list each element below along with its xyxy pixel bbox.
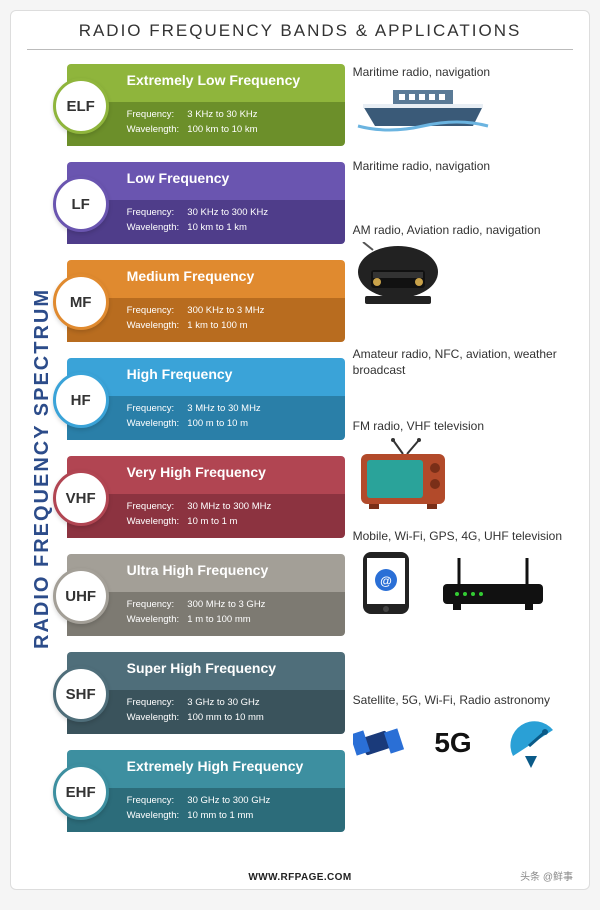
band-wave: 1 m to 100 mm xyxy=(187,614,250,625)
band-circle: SHF xyxy=(53,666,109,722)
application-text: AM radio, Aviation radio, navigation xyxy=(353,222,577,238)
applications-column: Maritime radio, navigation Maritime radi… xyxy=(345,58,581,878)
band-hf: HF High Frequency Frequency: 3 MHz to 30… xyxy=(67,358,345,440)
application-ehf: Satellite, 5G, Wi-Fi, Radio astronomy 5G xyxy=(353,692,577,792)
band-mf: MF Medium Frequency Frequency: 300 KHz t… xyxy=(67,260,345,342)
band-freq: 300 KHz to 3 MHz xyxy=(187,305,264,316)
application-uhf: Mobile, Wi-Fi, GPS, 4G, UHF television @ xyxy=(353,528,577,644)
application-text: FM radio, VHF television xyxy=(353,418,577,434)
band-vhf: VHF Very High Frequency Frequency: 30 MH… xyxy=(67,456,345,538)
band-freq: 30 KHz to 300 KHz xyxy=(187,207,268,218)
band-freq: 3 GHz to 30 GHz xyxy=(187,697,259,708)
application-lf: Maritime radio, navigation xyxy=(353,158,577,222)
body: RADIO FREQUENCY SPECTRUM ELF Extremely L… xyxy=(19,58,581,878)
band-freq: 3 KHz to 30 KHz xyxy=(187,109,257,120)
band-circle: VHF xyxy=(53,470,109,526)
phone-router-icon: @ xyxy=(353,548,553,618)
page: RADIO FREQUENCY BANDS & APPLICATIONS RAD… xyxy=(10,10,590,890)
application-text: Amateur radio, NFC, aviation, weather br… xyxy=(353,346,577,378)
application-vhf: FM radio, VHF television xyxy=(353,418,577,528)
application-hf: Amateur radio, NFC, aviation, weather br… xyxy=(353,346,577,418)
application-text: Maritime radio, navigation xyxy=(353,64,577,80)
application-icon: 5G xyxy=(353,712,577,772)
application-mf: AM radio, Aviation radio, navigation xyxy=(353,222,577,346)
band-circle: HF xyxy=(53,372,109,428)
band-wave: 100 mm to 10 mm xyxy=(187,712,264,723)
band-wave: 100 km to 10 km xyxy=(187,124,257,135)
band-circle: EHF xyxy=(53,764,109,820)
band-uhf: UHF Ultra High Frequency Frequency: 300 … xyxy=(67,554,345,636)
band-ehf: EHF Extremely High Frequency Frequency: … xyxy=(67,750,345,832)
band-name: Ultra High Frequency xyxy=(67,554,345,592)
svg-text:@: @ xyxy=(380,574,392,588)
application-shf xyxy=(353,644,577,692)
vertical-bar: RADIO FREQUENCY SPECTRUM xyxy=(19,58,67,878)
radio-icon xyxy=(353,242,443,308)
svg-text:5G: 5G xyxy=(434,727,471,758)
band-circle: MF xyxy=(53,274,109,330)
application-icon xyxy=(353,438,577,510)
band-freq: 30 GHz to 300 GHz xyxy=(187,795,270,806)
band-wave: 10 mm to 1 mm xyxy=(187,810,253,821)
application-elf: Maritime radio, navigation xyxy=(353,64,577,158)
band-name: Extremely High Frequency xyxy=(67,750,345,788)
band-circle: ELF xyxy=(53,78,109,134)
band-name: Super High Frequency xyxy=(67,652,345,690)
band-shf: SHF Super High Frequency Frequency: 3 GH… xyxy=(67,652,345,734)
application-text: Satellite, 5G, Wi-Fi, Radio astronomy xyxy=(353,692,577,708)
application-text: Mobile, Wi-Fi, GPS, 4G, UHF television xyxy=(353,528,577,544)
band-name: Low Frequency xyxy=(67,162,345,200)
band-wave: 1 km to 100 m xyxy=(187,320,247,331)
vertical-label: RADIO FREQUENCY SPECTRUM xyxy=(31,288,54,649)
band-circle: UHF xyxy=(53,568,109,624)
band-wave: 100 m to 10 m xyxy=(187,418,248,429)
band-lf: LF Low Frequency Frequency: 30 KHz to 30… xyxy=(67,162,345,244)
band-freq: 3 MHz to 30 MHz xyxy=(187,403,260,414)
satellite-5g-dish-icon: 5G xyxy=(353,712,563,772)
application-icon xyxy=(353,242,577,308)
page-title: RADIO FREQUENCY BANDS & APPLICATIONS xyxy=(27,21,573,50)
ship-icon xyxy=(353,84,493,132)
band-elf: ELF Extremely Low Frequency Frequency: 3… xyxy=(67,64,345,146)
footer-url: WWW.RFPAGE.COM xyxy=(11,872,589,883)
band-name: Extremely Low Frequency xyxy=(67,64,345,102)
band-circle: LF xyxy=(53,176,109,232)
tv-icon xyxy=(353,438,453,510)
band-freq: 300 MHz to 3 GHz xyxy=(187,599,265,610)
band-wave: 10 m to 1 m xyxy=(187,516,237,527)
application-icon xyxy=(353,84,577,132)
band-wave: 10 km to 1 km xyxy=(187,222,247,233)
bands-column: ELF Extremely Low Frequency Frequency: 3… xyxy=(67,58,345,878)
band-freq: 30 MHz to 300 MHz xyxy=(187,501,271,512)
band-name: High Frequency xyxy=(67,358,345,396)
band-name: Medium Frequency xyxy=(67,260,345,298)
watermark: 头条 @鲜事 xyxy=(520,868,573,883)
application-icon: @ xyxy=(353,548,577,618)
band-name: Very High Frequency xyxy=(67,456,345,494)
application-text: Maritime radio, navigation xyxy=(353,158,577,174)
